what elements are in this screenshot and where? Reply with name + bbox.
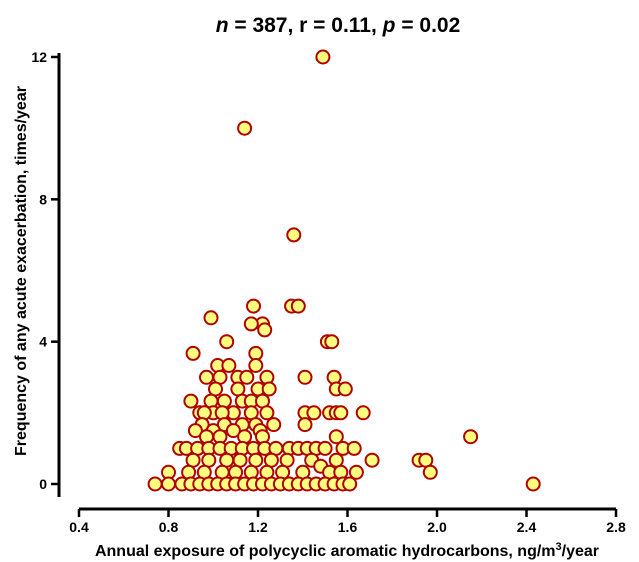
data-point bbox=[225, 423, 241, 439]
chart-title: n = 387, r = 0.11, p = 0.02 bbox=[216, 14, 461, 37]
data-point bbox=[297, 369, 313, 385]
data-point bbox=[364, 452, 380, 468]
title-p-value: = 0.02 bbox=[395, 14, 460, 37]
data-point bbox=[261, 381, 277, 397]
data-point bbox=[418, 452, 434, 468]
data-point bbox=[355, 405, 371, 421]
x-tick-label: 0.4 bbox=[69, 519, 89, 535]
data-point bbox=[422, 464, 438, 480]
x-axis-ticks: 0.4 0.8 1.2 1.6 2.0 2.4 2.8 bbox=[69, 509, 626, 535]
data-point bbox=[324, 334, 340, 350]
data-point bbox=[290, 298, 306, 314]
data-point bbox=[219, 334, 235, 350]
data-point bbox=[279, 452, 295, 468]
x-tick-label: 2.8 bbox=[606, 519, 626, 535]
data-point bbox=[214, 405, 230, 421]
data-point bbox=[525, 476, 541, 492]
data-point bbox=[237, 120, 253, 136]
y-axis-ticks: 0 4 8 12 bbox=[31, 49, 59, 492]
data-point bbox=[185, 345, 201, 361]
data-point bbox=[257, 322, 273, 338]
x-axis-label-main: Annual exposure of polycyclic aromatic h… bbox=[95, 543, 556, 560]
data-point bbox=[147, 476, 163, 492]
title-n-symbol: n bbox=[216, 14, 229, 37]
data-point bbox=[263, 452, 279, 468]
data-point bbox=[185, 452, 201, 468]
x-tick-label: 0.8 bbox=[159, 519, 179, 535]
data-point bbox=[315, 49, 331, 65]
data-point bbox=[208, 381, 223, 397]
y-tick-label: 0 bbox=[39, 476, 47, 492]
data-point bbox=[328, 429, 344, 445]
x-axis-label-tail: /year bbox=[562, 543, 599, 560]
data-point bbox=[243, 316, 259, 332]
data-point bbox=[248, 345, 264, 361]
title-n-value: = 387, r = 0.11, bbox=[229, 14, 383, 37]
data-point bbox=[463, 429, 479, 445]
title-p-symbol: p bbox=[382, 14, 396, 37]
data-point bbox=[342, 476, 358, 492]
data-point bbox=[199, 369, 214, 385]
y-tick-label: 12 bbox=[31, 49, 47, 65]
data-point bbox=[183, 393, 199, 409]
y-tick-label: 8 bbox=[39, 191, 47, 207]
data-point bbox=[187, 423, 203, 439]
data-point bbox=[306, 405, 322, 421]
y-axis-label: Frequency of any acute exacerbation, tim… bbox=[13, 86, 30, 456]
x-tick-label: 2.4 bbox=[517, 519, 537, 535]
x-axis-label-superscript: 3 bbox=[556, 541, 562, 553]
x-tick-label: 2.0 bbox=[427, 519, 447, 535]
data-point bbox=[286, 227, 302, 243]
x-axis-label: Annual exposure of polycyclic aromatic h… bbox=[95, 541, 599, 560]
data-point bbox=[259, 405, 275, 421]
data-point bbox=[196, 405, 212, 421]
data-point bbox=[221, 358, 237, 373]
x-tick-label: 1.6 bbox=[338, 519, 358, 535]
x-tick-label: 1.2 bbox=[248, 519, 268, 535]
data-point bbox=[266, 417, 282, 433]
data-point bbox=[219, 452, 235, 468]
data-point bbox=[161, 476, 176, 492]
data-point bbox=[297, 417, 313, 433]
data-point bbox=[333, 405, 349, 421]
data-point bbox=[239, 369, 255, 385]
data-point bbox=[246, 298, 261, 314]
data-point bbox=[232, 452, 248, 468]
data-points bbox=[147, 49, 541, 492]
data-point bbox=[203, 310, 219, 326]
y-tick-label: 4 bbox=[39, 334, 47, 350]
data-point bbox=[346, 440, 362, 456]
data-point bbox=[317, 440, 333, 456]
data-point bbox=[201, 452, 217, 468]
data-point bbox=[248, 358, 264, 373]
data-point bbox=[328, 452, 344, 468]
data-point bbox=[248, 452, 264, 468]
data-point bbox=[230, 381, 246, 397]
data-point bbox=[348, 464, 364, 480]
data-point bbox=[337, 381, 353, 397]
